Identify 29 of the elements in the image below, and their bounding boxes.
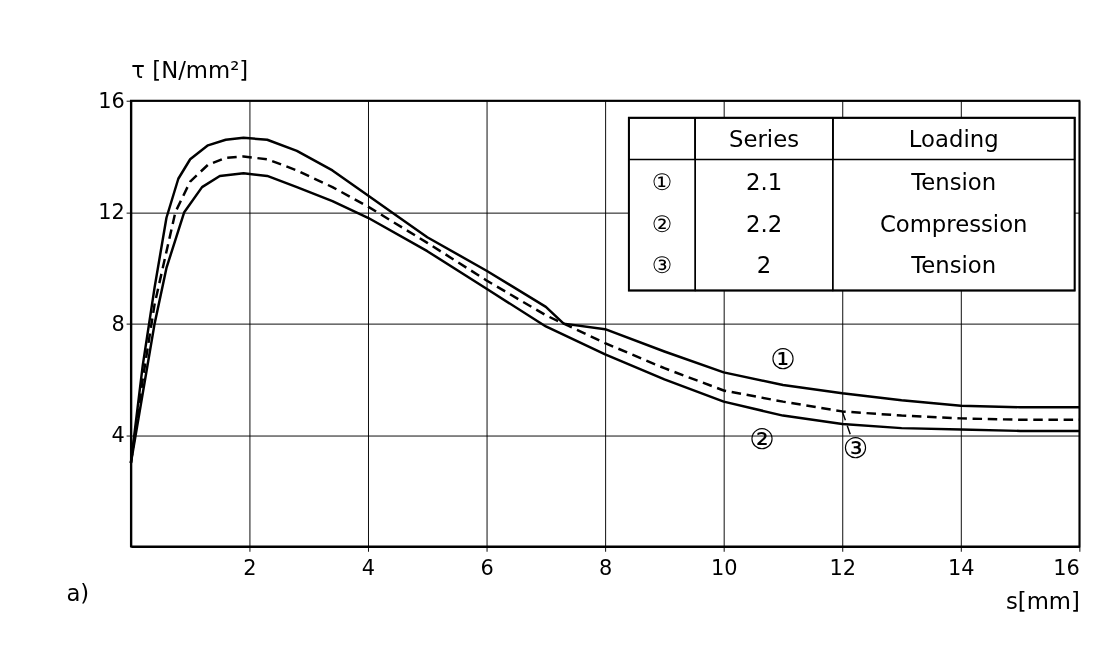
- annotation: Series: [729, 126, 799, 153]
- x-tick-label: 14: [948, 556, 975, 581]
- annotation: 2.1: [745, 168, 783, 195]
- annotation: 2.2: [745, 210, 783, 237]
- text: ①: [770, 342, 796, 376]
- series-label: ②: [749, 422, 775, 456]
- text: ②: [651, 210, 673, 237]
- legend-label: ①: [651, 168, 673, 195]
- annotation: 2: [756, 252, 772, 279]
- annotation: Tension: [910, 168, 997, 195]
- y-tick-label: 8: [111, 311, 125, 336]
- legend-label: ③: [842, 431, 869, 465]
- x-tick-label: 4: [361, 556, 376, 581]
- x-axis-title: s[mm]: [1005, 587, 1080, 614]
- x-tick-label: 6: [480, 556, 494, 581]
- x-tick-label: 8: [598, 556, 613, 581]
- x-tick-label: 16: [1053, 556, 1080, 581]
- text: a): [66, 579, 90, 606]
- annotation: Compression: [879, 210, 1028, 237]
- annotation: Tension: [910, 252, 997, 279]
- text: ③: [651, 252, 673, 279]
- y-axis-title: τ [N/mm²]: [131, 56, 249, 83]
- y-tick-label: 12: [98, 200, 125, 225]
- annotation: Loading: [908, 126, 999, 153]
- x-tick-label: 2: [243, 556, 257, 581]
- y-tick-label: 16: [98, 88, 125, 113]
- x-tick-label: 10: [710, 556, 738, 581]
- y-tick-label: 4: [111, 423, 125, 448]
- x-tick-label: 12: [829, 556, 857, 581]
